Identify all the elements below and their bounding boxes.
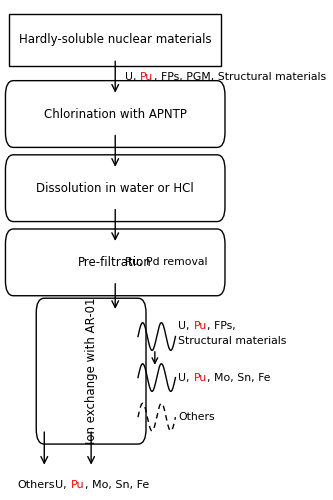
Text: Others: Others — [178, 412, 215, 422]
Text: U,: U, — [178, 320, 193, 330]
FancyBboxPatch shape — [5, 229, 225, 296]
Text: Pu: Pu — [194, 320, 207, 330]
Text: , FPs, PGM, Structural materials: , FPs, PGM, Structural materials — [154, 72, 326, 82]
Text: U,: U, — [55, 480, 70, 490]
Text: Hardly-soluble nuclear materials: Hardly-soluble nuclear materials — [19, 34, 211, 46]
Text: Structural materials: Structural materials — [178, 336, 286, 346]
Text: Others: Others — [18, 480, 55, 490]
FancyBboxPatch shape — [36, 298, 146, 444]
Text: Chlorination with APNTP: Chlorination with APNTP — [44, 108, 187, 120]
Text: Pu: Pu — [140, 72, 154, 82]
FancyBboxPatch shape — [9, 14, 221, 66]
Text: Pre-filtration: Pre-filtration — [78, 256, 152, 269]
Text: U,: U, — [125, 72, 140, 82]
FancyBboxPatch shape — [5, 155, 225, 222]
Text: Pu: Pu — [71, 480, 84, 490]
Text: Pu: Pu — [194, 372, 207, 382]
FancyBboxPatch shape — [5, 80, 225, 148]
Text: , Mo, Sn, Fe: , Mo, Sn, Fe — [207, 372, 271, 382]
Text: , Mo, Sn, Fe: , Mo, Sn, Fe — [85, 480, 149, 490]
Text: U,: U, — [178, 372, 193, 382]
Text: , FPs,: , FPs, — [207, 320, 236, 330]
Text: Ion exchange with AR-01: Ion exchange with AR-01 — [85, 298, 98, 444]
Text: Ru, Pd removal: Ru, Pd removal — [125, 258, 207, 268]
Text: Dissolution in water or HCl: Dissolution in water or HCl — [36, 182, 194, 194]
